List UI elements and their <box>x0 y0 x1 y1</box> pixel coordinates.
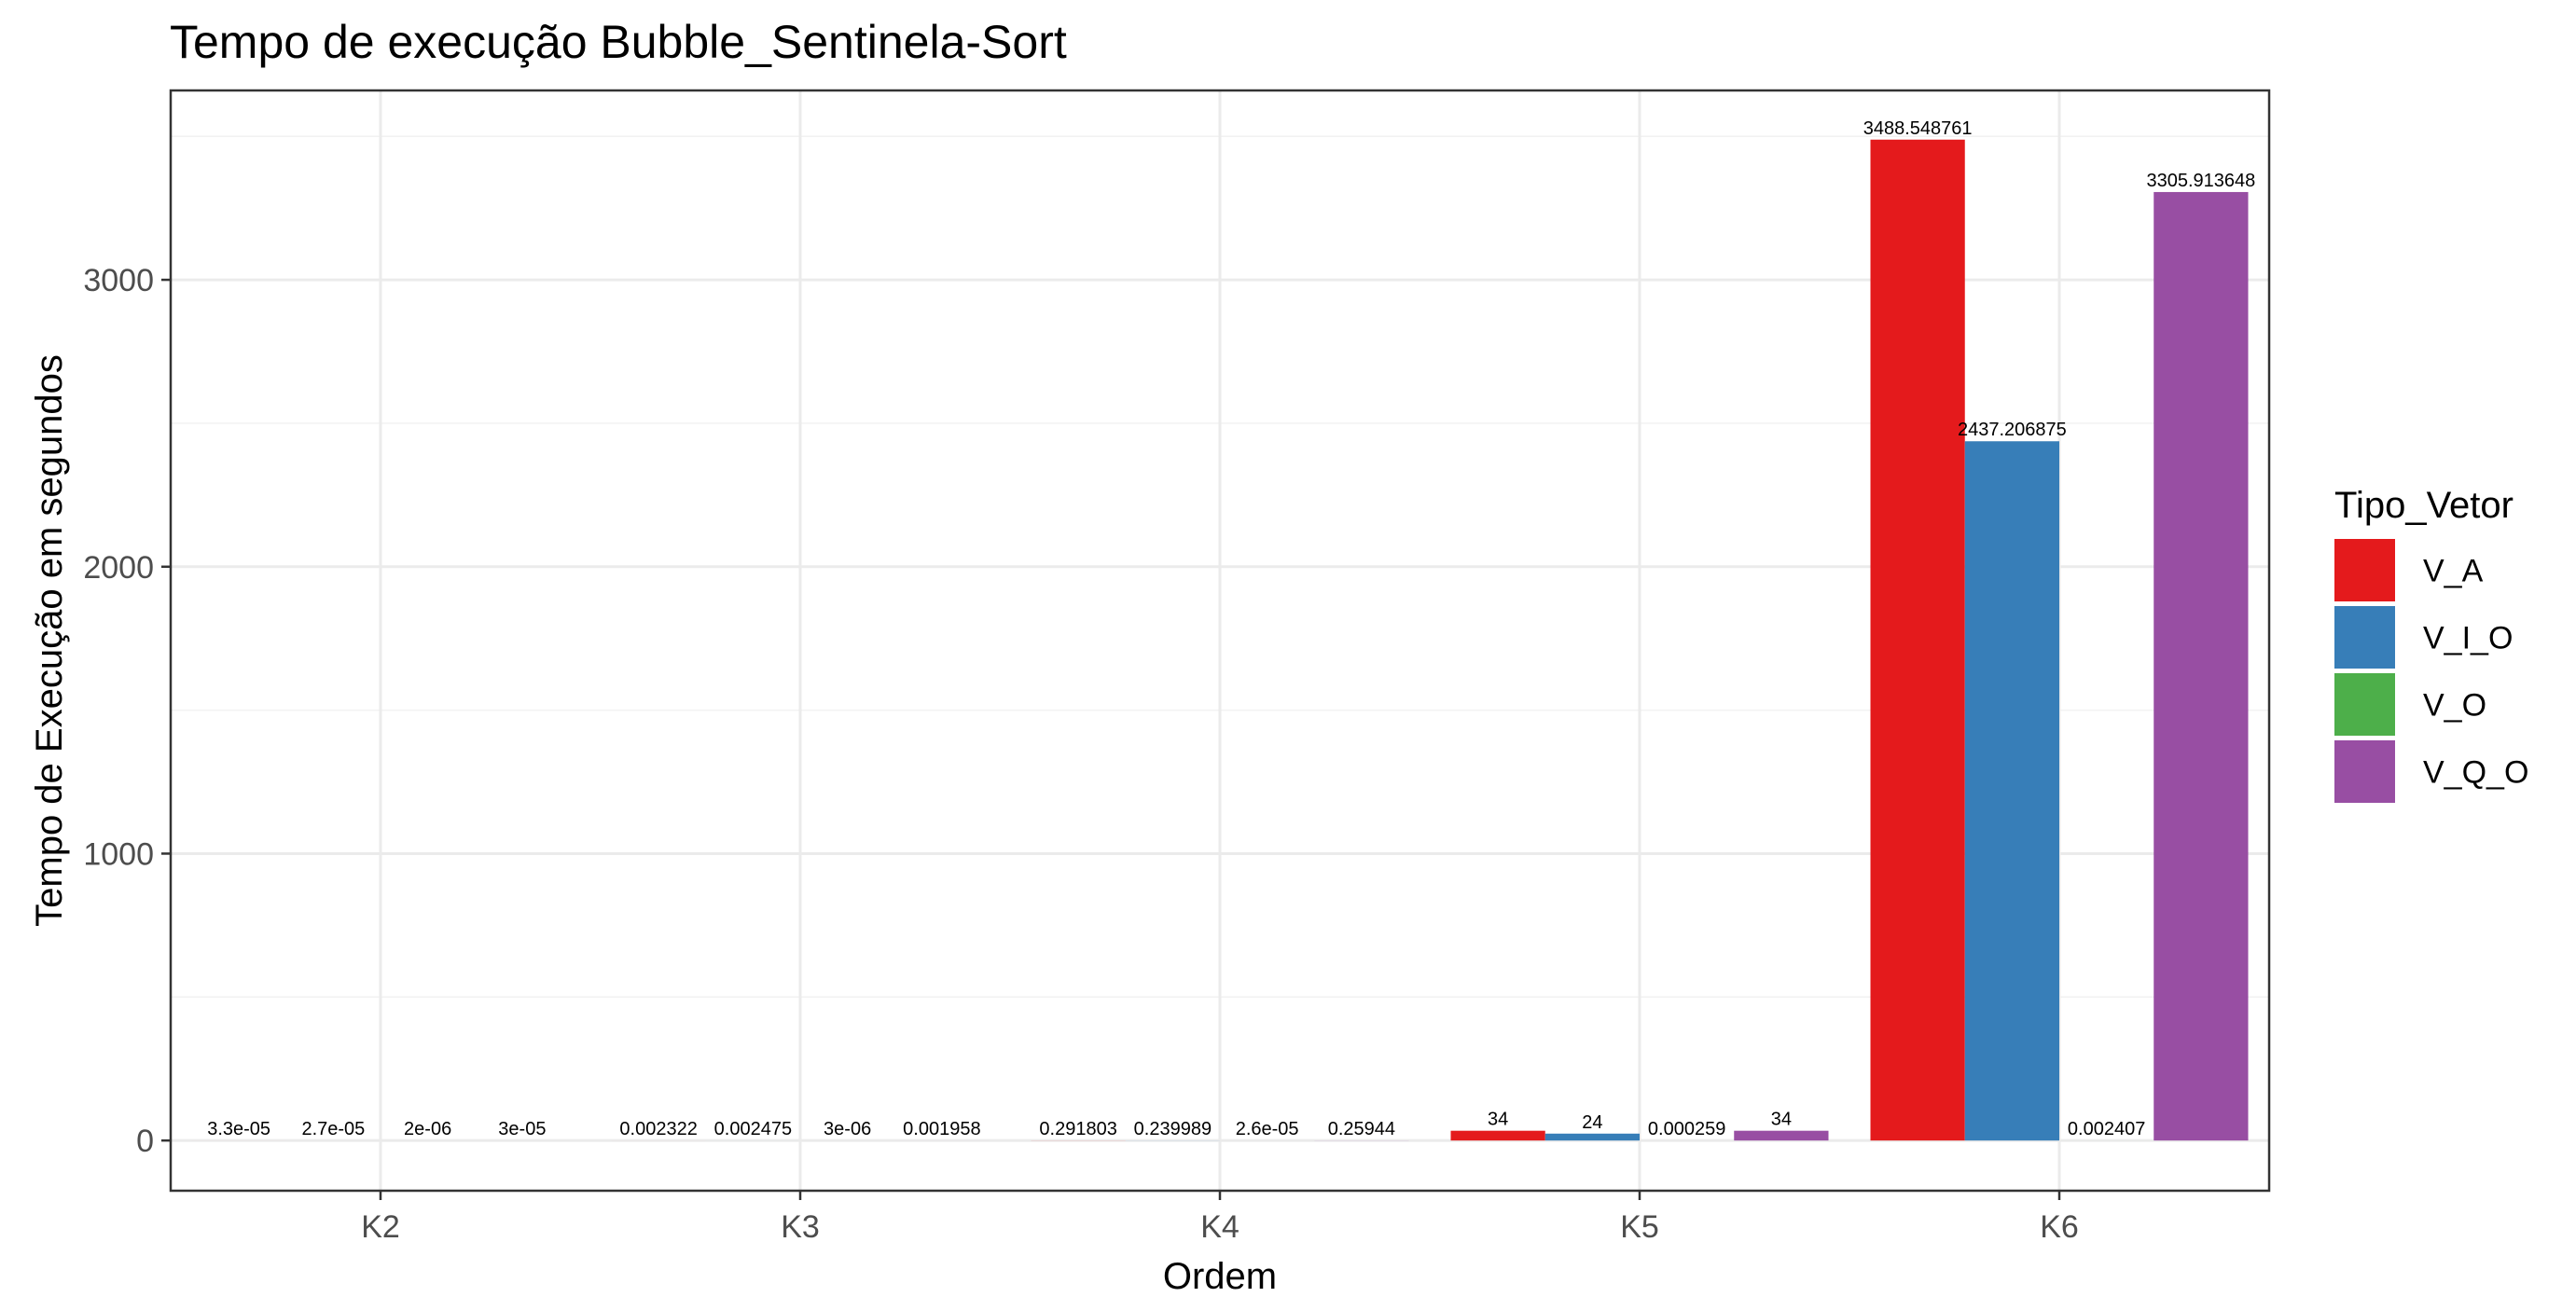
data-label: 3.3e-05 <box>207 1119 270 1139</box>
y-tick-label: 2000 <box>83 550 154 586</box>
bar-V_I_O-K5 <box>1544 1133 1640 1141</box>
data-label: 2e-06 <box>404 1119 451 1139</box>
legend-label: V_A <box>2423 554 2484 589</box>
data-label: 0.000259 <box>1648 1119 1725 1139</box>
x-axis-title: Ordem <box>1163 1256 1277 1297</box>
bar-V_A-K6 <box>1870 139 1965 1141</box>
x-tick-label: K5 <box>1620 1209 1659 1245</box>
bar-V_I_O-K6 <box>1964 441 2059 1141</box>
legend-label: V_O <box>2423 688 2486 724</box>
bars <box>191 139 2249 1141</box>
data-label: 0.002322 <box>619 1119 697 1139</box>
data-label: 2.6e-05 <box>1236 1119 1299 1139</box>
data-label: 3305.913648 <box>2146 171 2255 191</box>
y-tick-label: 0 <box>136 1124 154 1159</box>
x-tick-label: K3 <box>781 1209 820 1245</box>
data-label: 0.001958 <box>903 1119 980 1139</box>
legend-key-V_O <box>2334 673 2395 736</box>
legend-key-V_A <box>2334 539 2395 601</box>
bar-V_A-K5 <box>1450 1130 1545 1141</box>
bar-V_Q_O-K6 <box>2154 191 2249 1141</box>
legend-label: V_I_O <box>2423 621 2513 656</box>
bar-V_Q_O-K5 <box>1734 1130 1829 1141</box>
y-axis: 0 1000 2000 3000 <box>83 263 171 1159</box>
legend-key-V_I_O <box>2334 606 2395 669</box>
data-label: 2.7e-05 <box>301 1119 365 1139</box>
x-tick-label: K4 <box>1200 1209 1240 1245</box>
y-axis-title: Tempo de Execução em segundos <box>29 354 70 927</box>
y-tick-label: 3000 <box>83 263 154 298</box>
data-label: 0.291803 <box>1039 1119 1116 1139</box>
x-tick-label: K6 <box>2040 1209 2079 1245</box>
bar-labels: 3.3e-05 0.002322 0.291803 34 3488.548761 2.7e… <box>207 118 2255 1139</box>
data-label: 3488.548761 <box>1863 118 1973 139</box>
data-label: 24 <box>1582 1112 1602 1133</box>
legend-title: Tipo_Vetor <box>2334 485 2514 526</box>
legend-key-V_Q_O <box>2334 740 2395 803</box>
data-label: 3e-05 <box>498 1119 546 1139</box>
data-label: 0.239989 <box>1134 1119 1212 1139</box>
data-label: 2437.206875 <box>1958 420 2067 440</box>
data-label: 0.25944 <box>1328 1119 1395 1139</box>
x-tick-label: K2 <box>361 1209 400 1245</box>
data-label: 0.002475 <box>714 1119 792 1139</box>
data-label: 34 <box>1771 1110 1792 1130</box>
data-label: 3e-06 <box>824 1119 871 1139</box>
chart-title: Tempo de execução Bubble_Sentinela-Sort <box>170 16 1067 68</box>
y-tick-label: 1000 <box>83 836 154 872</box>
legend: Tipo_Vetor V_A V_I_O V_O V_Q_O <box>2334 485 2528 803</box>
data-label: 0.002407 <box>2068 1119 2145 1139</box>
legend-label: V_Q_O <box>2423 755 2528 791</box>
x-axis: K2 K3 K4 K5 K6 <box>361 1191 2079 1245</box>
data-label: 34 <box>1488 1110 1508 1130</box>
